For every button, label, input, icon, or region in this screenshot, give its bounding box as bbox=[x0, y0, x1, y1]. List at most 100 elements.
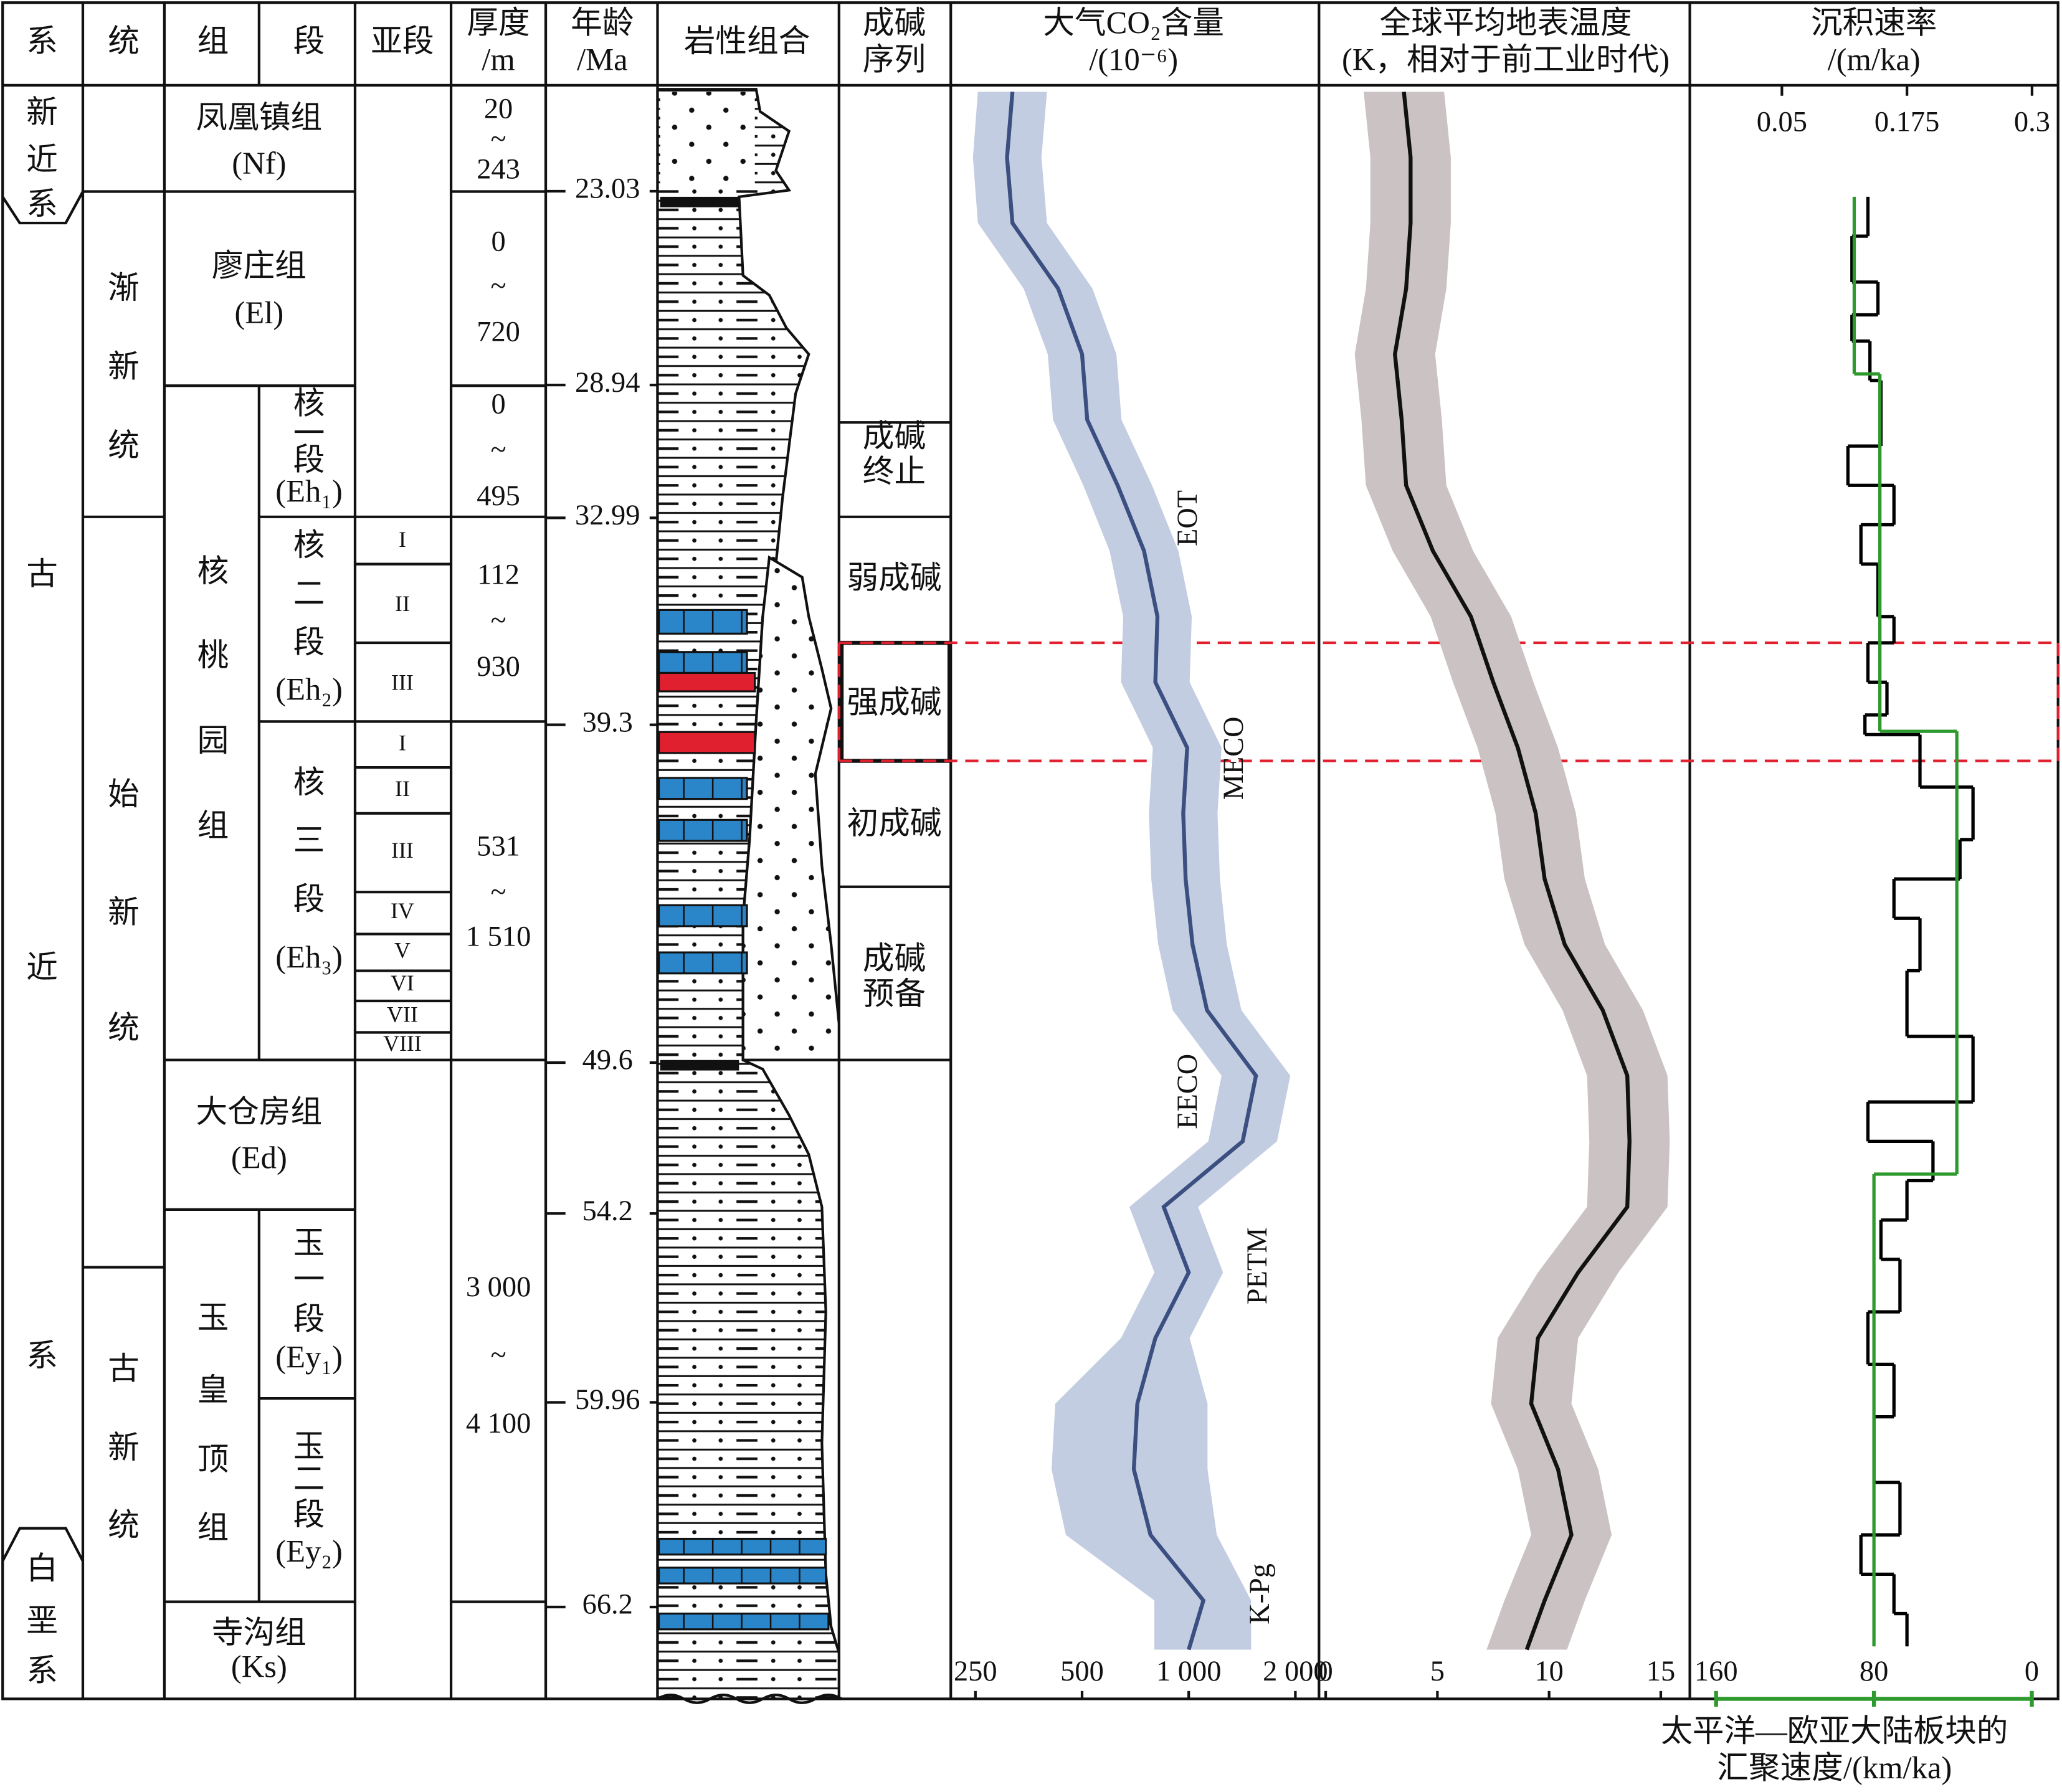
label: 112 bbox=[477, 559, 520, 590]
label: I bbox=[399, 731, 406, 756]
label: 核 bbox=[197, 554, 229, 589]
label: 54.2 bbox=[582, 1195, 633, 1227]
label: ~ bbox=[490, 876, 506, 908]
label: 39.3 bbox=[582, 706, 633, 738]
limestone-bed bbox=[658, 609, 748, 635]
label: 全球平均地表温度 bbox=[1379, 6, 1632, 40]
label: 720 bbox=[477, 316, 520, 348]
label: 0 bbox=[491, 389, 505, 420]
sequence-box bbox=[839, 640, 952, 763]
label: 新 bbox=[108, 349, 140, 384]
label: ~ bbox=[490, 1340, 506, 1372]
trona-bed bbox=[658, 671, 756, 693]
label: 大气CO₂含量 bbox=[1043, 6, 1224, 40]
label: 1 510 bbox=[466, 921, 531, 953]
label: 皇 bbox=[197, 1372, 229, 1407]
label: 序列 bbox=[863, 42, 926, 77]
label: 243 bbox=[477, 154, 520, 186]
label: 岩性组合 bbox=[684, 24, 810, 59]
label: 沉积速率 bbox=[1811, 6, 1937, 40]
label: 一 bbox=[293, 416, 325, 451]
label: (Ey₁) bbox=[275, 1340, 343, 1375]
label: 4 100 bbox=[466, 1408, 531, 1439]
label: 园 bbox=[197, 723, 229, 758]
label: 0.3 bbox=[2014, 107, 2050, 138]
limestone-bed bbox=[658, 651, 748, 675]
label: 古 bbox=[108, 1352, 140, 1387]
label: 渐 bbox=[108, 270, 140, 305]
limestone-bed bbox=[658, 951, 748, 975]
label: 32.99 bbox=[575, 500, 640, 531]
label: (Eh₃) bbox=[275, 939, 343, 974]
label: PETM bbox=[1242, 1228, 1273, 1305]
label: 核 bbox=[293, 386, 325, 421]
label: (K，相对于前工业时代) bbox=[1342, 42, 1670, 77]
label: VII bbox=[387, 1002, 418, 1027]
label: 49.6 bbox=[582, 1045, 633, 1076]
label: 二 bbox=[293, 1462, 325, 1497]
label: (Eh₂) bbox=[275, 672, 343, 707]
label: ~ bbox=[490, 434, 506, 466]
label: 0 bbox=[1318, 1656, 1333, 1687]
label: 成碱 bbox=[863, 941, 926, 975]
label: 亚段 bbox=[371, 24, 434, 59]
label: 930 bbox=[477, 651, 520, 683]
label: 段 bbox=[293, 1302, 325, 1337]
label: ~ bbox=[490, 605, 506, 637]
label: (Ks) bbox=[231, 1649, 287, 1684]
label: 系 bbox=[26, 1339, 58, 1373]
label: 初成碱 bbox=[847, 806, 941, 841]
label: ~ bbox=[490, 270, 506, 302]
label: 白 bbox=[26, 1551, 58, 1586]
label: 15 bbox=[1646, 1656, 1675, 1687]
label: 段 bbox=[293, 442, 325, 477]
label: 凤凰镇组 bbox=[196, 100, 323, 135]
label: 段 bbox=[293, 625, 325, 660]
label: 统 bbox=[108, 428, 140, 463]
label: 大仓房组 bbox=[196, 1094, 323, 1129]
label: 5 bbox=[1430, 1656, 1445, 1687]
label: 160 bbox=[1694, 1656, 1738, 1687]
label: 500 bbox=[1060, 1656, 1104, 1687]
label: 系 bbox=[26, 1653, 58, 1688]
label: 厚度 bbox=[467, 6, 530, 40]
label: 0 bbox=[2025, 1656, 2039, 1687]
label: 弱成碱 bbox=[847, 561, 941, 595]
label: 系 bbox=[26, 186, 58, 221]
label: II bbox=[395, 591, 410, 616]
label: 新 bbox=[26, 95, 58, 130]
label: 0 bbox=[491, 225, 505, 257]
label: 廖庄组 bbox=[212, 248, 306, 283]
series-line bbox=[1005, 92, 1258, 1651]
label: III bbox=[391, 670, 414, 695]
label: 玉 bbox=[293, 1429, 325, 1464]
label: 段 bbox=[293, 882, 325, 917]
label: (Eh₁) bbox=[275, 474, 343, 509]
label: 23.03 bbox=[575, 173, 640, 205]
label: (Ed) bbox=[231, 1140, 287, 1175]
limestone-bed bbox=[658, 777, 748, 800]
label: III bbox=[391, 838, 414, 863]
label: 一 bbox=[293, 1262, 325, 1297]
label: 汇聚速度/(km/ka) bbox=[1717, 1750, 1952, 1785]
label: 系 bbox=[26, 24, 58, 59]
label: 顶 bbox=[197, 1442, 229, 1477]
label: 垩 bbox=[26, 1603, 58, 1638]
wavy-base bbox=[657, 1694, 843, 1704]
label: 年龄 bbox=[571, 6, 634, 40]
label: 28.94 bbox=[575, 367, 640, 399]
boundary-notch bbox=[1, 1527, 84, 1562]
hatch-bed bbox=[660, 196, 739, 207]
label: 强成碱 bbox=[847, 685, 941, 720]
label: /m bbox=[482, 42, 515, 77]
label: 0.05 bbox=[1757, 107, 1807, 138]
label: 三 bbox=[293, 823, 325, 858]
label: (El) bbox=[234, 295, 283, 330]
label: 段 bbox=[293, 1497, 325, 1532]
label: 近 bbox=[26, 142, 58, 177]
uncertainty-band bbox=[972, 92, 1291, 1650]
label: IV bbox=[391, 898, 414, 923]
label: 二 bbox=[293, 576, 325, 611]
